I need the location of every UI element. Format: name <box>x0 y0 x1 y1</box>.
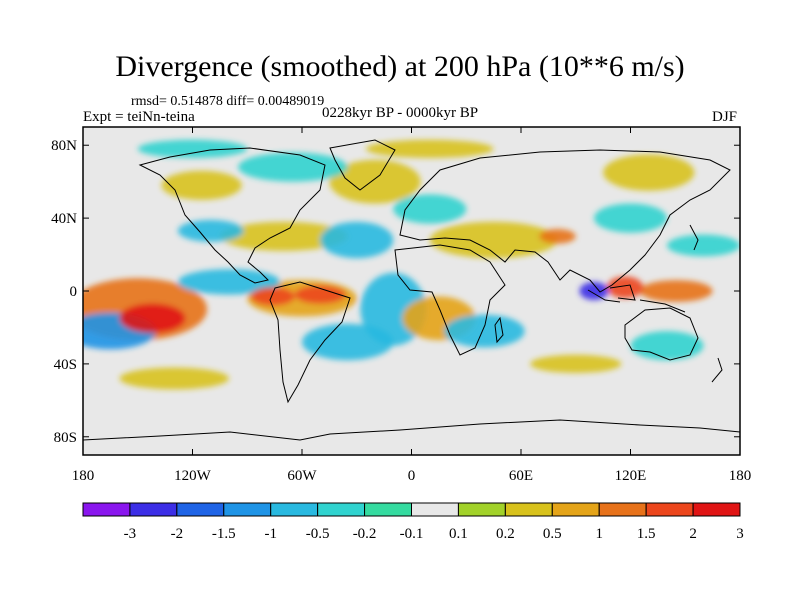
colorbar-label: -0.5 <box>306 526 330 542</box>
colorbar-swatch <box>129 502 178 517</box>
field-cell <box>365 139 494 158</box>
map-area <box>83 127 740 455</box>
field-cell <box>444 314 525 348</box>
field-cell <box>119 367 229 390</box>
coastline-eurasia <box>399 149 731 293</box>
colorbar-label: -3 <box>124 526 137 542</box>
coastline-japan <box>689 224 699 251</box>
field-cell <box>579 281 609 301</box>
field-cell <box>177 269 281 295</box>
coastline-australia <box>624 307 699 361</box>
colorbar-swatch <box>411 502 459 517</box>
field-cell <box>219 221 348 251</box>
field-cell <box>177 219 244 242</box>
coastline-indonesia <box>587 284 686 313</box>
colorbar-swatch <box>551 502 600 517</box>
x-tick-label: 120E <box>615 468 647 484</box>
season-label: DJF <box>712 109 738 125</box>
coastline-madagascar <box>494 316 504 344</box>
field-cell <box>630 331 704 361</box>
colorbar-swatch <box>223 502 272 517</box>
colorbar-label: 0.5 <box>543 526 562 542</box>
y-tick-label: 80N <box>51 138 77 154</box>
stats-label: rmsd= 0.514878 diff= 0.00489019 <box>131 94 325 109</box>
colorbar-swatch <box>692 502 741 517</box>
colorbar-label: 1.5 <box>637 526 656 542</box>
colorbar-swatch <box>270 502 319 517</box>
field-cell <box>393 194 467 224</box>
y-tick-label: 80S <box>54 430 77 446</box>
y-tick-label: 40S <box>54 357 77 373</box>
coastline-south-america <box>269 281 351 404</box>
x-axis: 180 120W 60W 0 60E 120E 180 <box>72 127 752 484</box>
colorbar-label: 3 <box>736 526 744 542</box>
field-cell <box>320 221 394 259</box>
colorbar-label: 1 <box>595 526 603 542</box>
colorbar-label: -2 <box>171 526 184 542</box>
period-label: 0228kyr BP - 0000kyr BP <box>322 105 479 121</box>
colorbar-label: -0.2 <box>353 526 377 542</box>
coastline-africa <box>394 244 506 356</box>
y-axis: 80N 40N 0 40S 80S <box>51 138 740 446</box>
field-cell <box>302 323 394 361</box>
colorbar-label: -0.1 <box>400 526 424 542</box>
colorbar-label: 0.2 <box>496 526 515 542</box>
y-tick-label: 40N <box>51 211 77 227</box>
field-cell <box>294 285 346 304</box>
chart-title: Divergence (smoothed) at 200 hPa (10**6 … <box>115 50 685 83</box>
field-cell <box>594 203 667 233</box>
coastline-greenland <box>329 139 396 191</box>
field-cell <box>238 152 348 182</box>
colorbar-swatch <box>364 502 413 517</box>
field-cell <box>329 159 421 204</box>
colorbar-swatch <box>457 502 506 517</box>
field-cell <box>250 287 295 306</box>
colorbar: -3 -2 -1.5 -1 -0.5 -0.2 -0.1 0.1 0.2 0.5 1 1.5 2 3 <box>82 502 744 542</box>
field-cell <box>667 234 740 257</box>
field-cell <box>119 303 186 333</box>
x-tick-label: 60W <box>287 468 317 484</box>
coastline-new-zealand <box>711 357 723 383</box>
field-cell <box>639 280 713 302</box>
colorbar-swatch <box>317 502 366 517</box>
coastlines <box>83 139 740 441</box>
colorbar-label: -1.5 <box>212 526 236 542</box>
field-cell <box>539 229 576 244</box>
field-cell <box>530 354 622 373</box>
colorbar-swatch <box>598 502 647 517</box>
experiment-label: Expt = teiNn-teina <box>83 109 195 125</box>
field-cell <box>161 170 242 200</box>
x-tick-label: 180 <box>729 468 752 484</box>
field-cell <box>603 154 695 191</box>
field-cell <box>137 139 248 158</box>
y-tick-label: 0 <box>70 284 78 300</box>
colorbar-swatch <box>504 502 553 517</box>
colorbar-swatch <box>82 502 131 517</box>
x-tick-label: 180 <box>72 468 95 484</box>
x-tick-label: 60E <box>509 468 533 484</box>
colorbar-label: -1 <box>264 526 277 542</box>
colorbar-swatch <box>645 502 694 517</box>
colorbar-swatch <box>176 502 225 517</box>
colorbar-label: 0.1 <box>449 526 468 542</box>
x-tick-label: 0 <box>408 468 416 484</box>
coastline-north-america <box>138 147 326 284</box>
colorbar-label: 2 <box>689 526 697 542</box>
x-tick-label: 120W <box>174 468 212 484</box>
coastline-antarctica <box>83 419 740 441</box>
divergence-field <box>83 139 740 390</box>
